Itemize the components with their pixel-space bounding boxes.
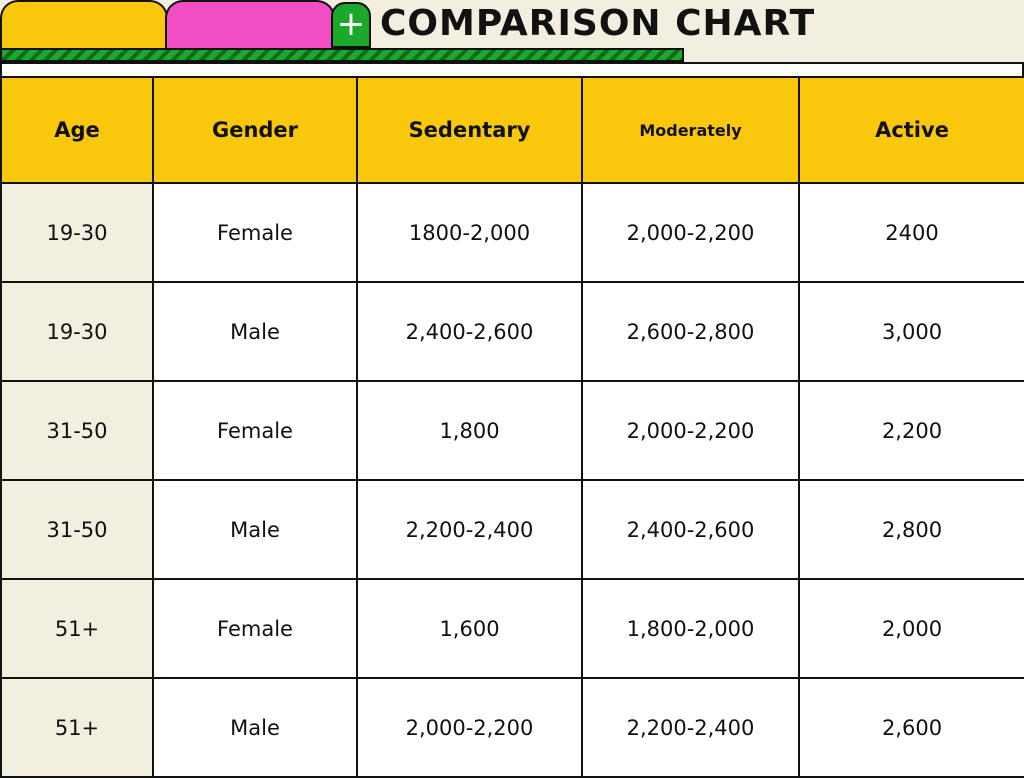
age-cell: 51+ bbox=[0, 578, 154, 679]
age-cell: 31-50 bbox=[0, 380, 154, 481]
striped-divider bbox=[0, 48, 684, 62]
age-cell: 19-30 bbox=[0, 281, 154, 382]
gender-cell: Male bbox=[152, 281, 358, 382]
age-cell: 19-30 bbox=[0, 182, 154, 283]
tab-yellow[interactable] bbox=[0, 0, 168, 50]
moderately-cell: 2,600-2,800 bbox=[581, 281, 800, 382]
moderately-cell: 2,400-2,600 bbox=[581, 479, 800, 580]
age-cell: 31-50 bbox=[0, 479, 154, 580]
table-row: 51+ Female 1,600 1,800-2,000 2,000 bbox=[0, 578, 1024, 679]
comparison-table: Age Gender Sedentary Moderately Active 1… bbox=[0, 76, 1024, 778]
top-bar: + COMPARISON CHART bbox=[0, 0, 1024, 62]
sedentary-cell: 1,600 bbox=[356, 578, 583, 679]
sedentary-cell: 1,800 bbox=[356, 380, 583, 481]
active-cell: 2,000 bbox=[798, 578, 1024, 679]
header-age: Age bbox=[0, 76, 154, 184]
table-row: 19-30 Female 1800-2,000 2,000-2,200 2400 bbox=[0, 182, 1024, 283]
tab-pink[interactable] bbox=[165, 0, 335, 50]
gender-cell: Male bbox=[152, 479, 358, 580]
moderately-cell: 2,000-2,200 bbox=[581, 380, 800, 481]
active-cell: 2,800 bbox=[798, 479, 1024, 580]
header-moderately: Moderately bbox=[581, 76, 800, 184]
gender-cell: Female bbox=[152, 578, 358, 679]
age-cell: 51+ bbox=[0, 677, 154, 778]
active-cell: 2400 bbox=[798, 182, 1024, 283]
gender-cell: Female bbox=[152, 182, 358, 283]
gender-cell: Male bbox=[152, 677, 358, 778]
moderately-cell: 2,000-2,200 bbox=[581, 182, 800, 283]
header-gender: Gender bbox=[152, 76, 358, 184]
sedentary-cell: 1800-2,000 bbox=[356, 182, 583, 283]
plus-icon[interactable]: + bbox=[331, 2, 371, 48]
sedentary-cell: 2,200-2,400 bbox=[356, 479, 583, 580]
table-row: 31-50 Male 2,200-2,400 2,400-2,600 2,800 bbox=[0, 479, 1024, 580]
moderately-cell: 1,800-2,000 bbox=[581, 578, 800, 679]
table-row: 51+ Male 2,000-2,200 2,200-2,400 2,600 bbox=[0, 677, 1024, 778]
gender-cell: Female bbox=[152, 380, 358, 481]
header-row: Age Gender Sedentary Moderately Active bbox=[0, 76, 1024, 184]
header-sedentary: Sedentary bbox=[356, 76, 583, 184]
sedentary-cell: 2,000-2,200 bbox=[356, 677, 583, 778]
table-row: 31-50 Female 1,800 2,000-2,200 2,200 bbox=[0, 380, 1024, 481]
active-cell: 3,000 bbox=[798, 281, 1024, 382]
moderately-cell: 2,200-2,400 bbox=[581, 677, 800, 778]
sedentary-cell: 2,400-2,600 bbox=[356, 281, 583, 382]
table-row: 19-30 Male 2,400-2,600 2,600-2,800 3,000 bbox=[0, 281, 1024, 382]
active-cell: 2,600 bbox=[798, 677, 1024, 778]
page-title: COMPARISON CHART bbox=[380, 3, 816, 44]
header-active: Active bbox=[798, 76, 1024, 184]
active-cell: 2,200 bbox=[798, 380, 1024, 481]
